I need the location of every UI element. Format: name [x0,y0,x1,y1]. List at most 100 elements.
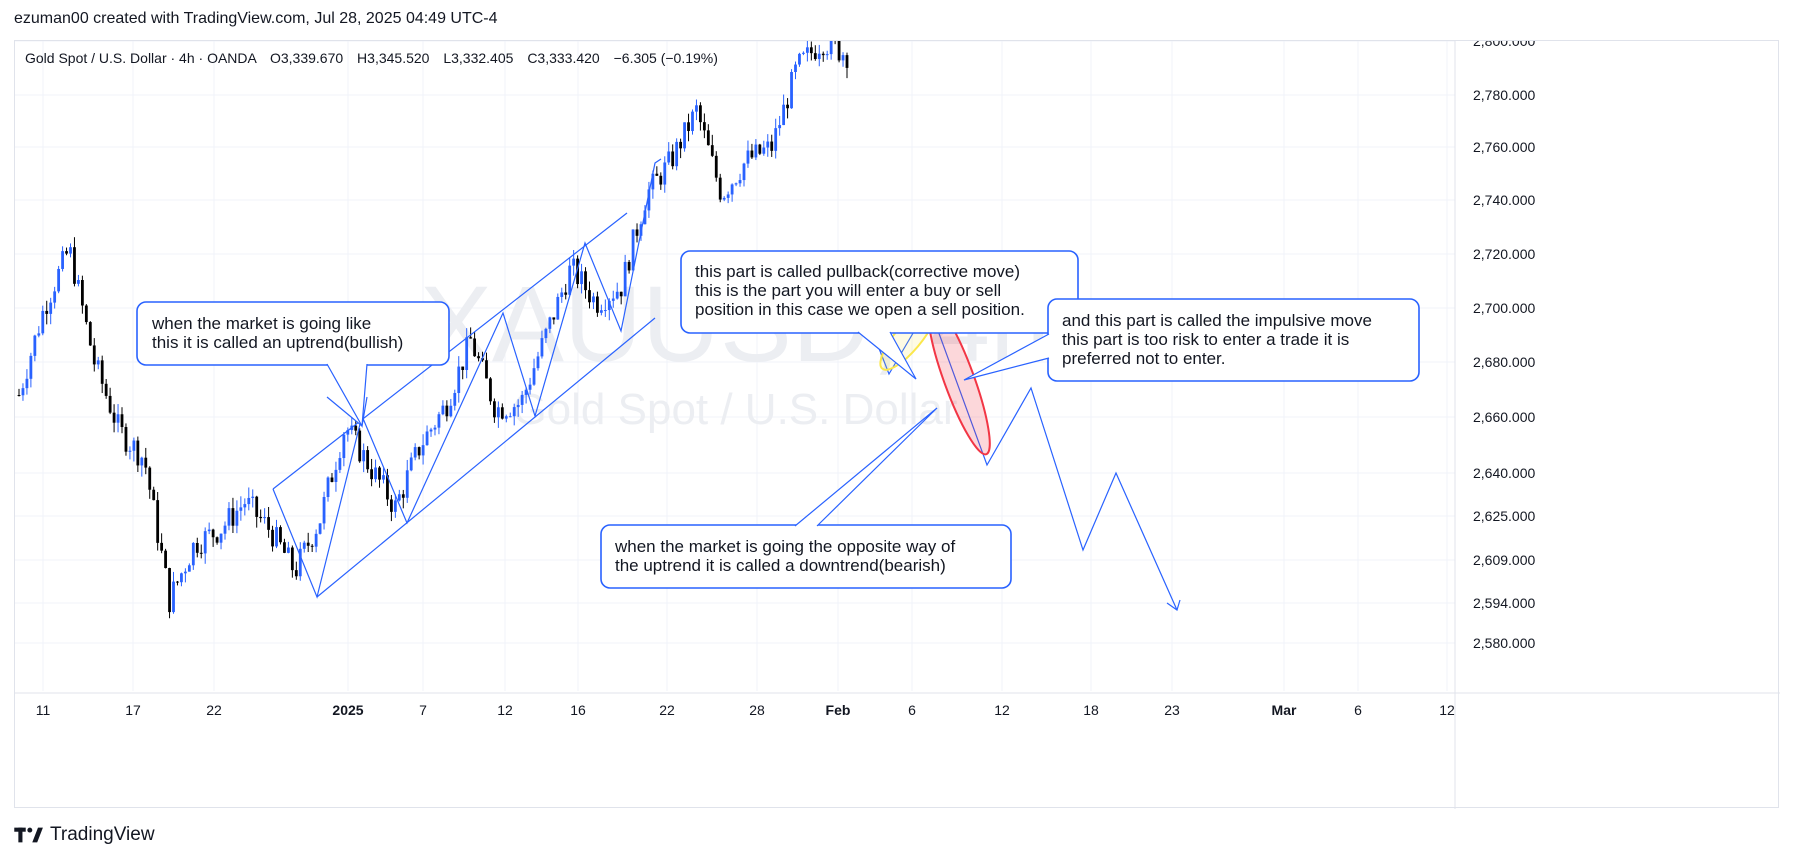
candle [401,489,405,509]
candle [219,533,223,550]
candle [687,113,690,142]
candle [49,297,53,325]
x-tick-label: Mar [1272,702,1297,718]
candle [92,338,96,372]
annotation-impulsive-line3: preferred not to enter. [1062,349,1226,368]
candle [829,41,833,60]
candle [663,156,667,193]
candle [390,494,393,522]
x-tick-label: 12 [1439,702,1455,718]
y-tick-label: 2,580.000 [1473,635,1535,651]
candle [790,69,793,109]
uptrend-zigzag [272,158,662,599]
chart-svg[interactable]: XAUUSD, 4h Gold Spot / U.S. Dollar 2,800… [15,41,1780,809]
y-tick-label: 2,720.000 [1473,246,1535,262]
legend-change: −6.305 (−0.19%) [614,50,718,66]
candle [798,52,801,67]
candle [314,529,318,553]
candle [647,181,651,218]
x-tick-label: Feb [826,702,851,718]
candle [45,300,49,325]
candle [366,446,370,473]
candle [457,356,461,403]
candle [465,328,469,379]
x-tick-label: 23 [1164,702,1180,718]
legend-open: O3,339.670 [270,50,343,66]
candle [290,545,294,578]
candle [21,383,25,401]
candle [346,427,350,442]
candle [580,263,583,294]
candle [41,305,45,336]
candle [722,196,726,202]
annotation-downtrend[interactable]: when the market is going the opposite wa… [600,407,1012,589]
svg-text:when the market is going like: when the market is going like this it is… [151,314,403,352]
candle [730,183,734,202]
candle [441,400,445,416]
x-tick-label: 18 [1083,702,1099,718]
candle [762,140,766,156]
candle [195,537,199,558]
candle [596,291,599,317]
candle [183,568,187,583]
candle [477,352,480,362]
svg-text:when the market is going the o: when the market is going the opposite wa… [614,537,960,575]
candle [635,223,639,243]
candle [397,489,401,502]
x-tick-label: 22 [206,702,222,718]
annotation-downtrend-line1: when the market is going the opposite wa… [614,537,955,556]
candle [25,369,29,395]
candle [552,317,556,325]
x-tick-label: 6 [1354,702,1362,718]
candle [631,229,635,271]
candle [358,428,362,463]
chart-area[interactable]: XAUUSD, 4h Gold Spot / U.S. Dollar 2,800… [14,40,1780,809]
candle [469,327,473,339]
annotation-impulsive[interactable]: and this part is called the impulsive mo… [963,298,1420,382]
candle [286,541,290,554]
candle [615,282,619,300]
annotation-uptrend[interactable]: when the market is going like this it is… [136,301,450,429]
candle [536,351,540,371]
candle [619,291,623,305]
candle [655,166,659,176]
y-tick-label: 2,700.000 [1473,300,1535,316]
annotation-pullback[interactable]: this part is called pullback(corrective … [680,250,1079,380]
candle [548,316,552,334]
candle [746,140,750,168]
tradingview-footer[interactable]: TradingView [14,824,155,846]
candle [770,134,774,157]
projection-arrow-icon [1166,599,1181,611]
candle [417,446,421,460]
footer-brand: TradingView [50,824,155,845]
annotation-pullback-line1: this part is called pullback(corrective … [695,262,1020,281]
candle [223,521,227,540]
svg-text:Gold Spot / U.S. Dollar · 4h ·: Gold Spot / U.S. Dollar · 4h · OANDA O3,… [25,50,718,66]
candle [512,403,516,426]
annotation-impulsive-line1: and this part is called the impulsive mo… [1062,311,1372,330]
candle [813,45,817,61]
candle [211,528,215,547]
candle [683,122,686,152]
channel-upper-line [272,212,628,490]
candle [275,519,278,549]
candle [298,542,302,581]
candle [235,500,239,534]
candle [425,425,429,446]
candle [168,567,171,619]
candle [247,487,251,511]
candle [378,466,381,488]
candle [695,99,698,121]
candle [80,275,84,314]
x-tick-label: 2025 [332,702,363,718]
annotation-uptrend-line2: this it is called an uptrend(bullish) [152,333,403,352]
x-tick-label: 6 [908,702,916,718]
candle [489,377,492,405]
candle [29,352,33,388]
candle [267,506,270,538]
candle [532,358,536,386]
candle [120,407,124,434]
candle [231,497,235,534]
annotation-downtrend-line2: the uptrend it is called a downtrend(bea… [615,556,946,575]
y-tick-label: 2,609.000 [1473,552,1535,568]
